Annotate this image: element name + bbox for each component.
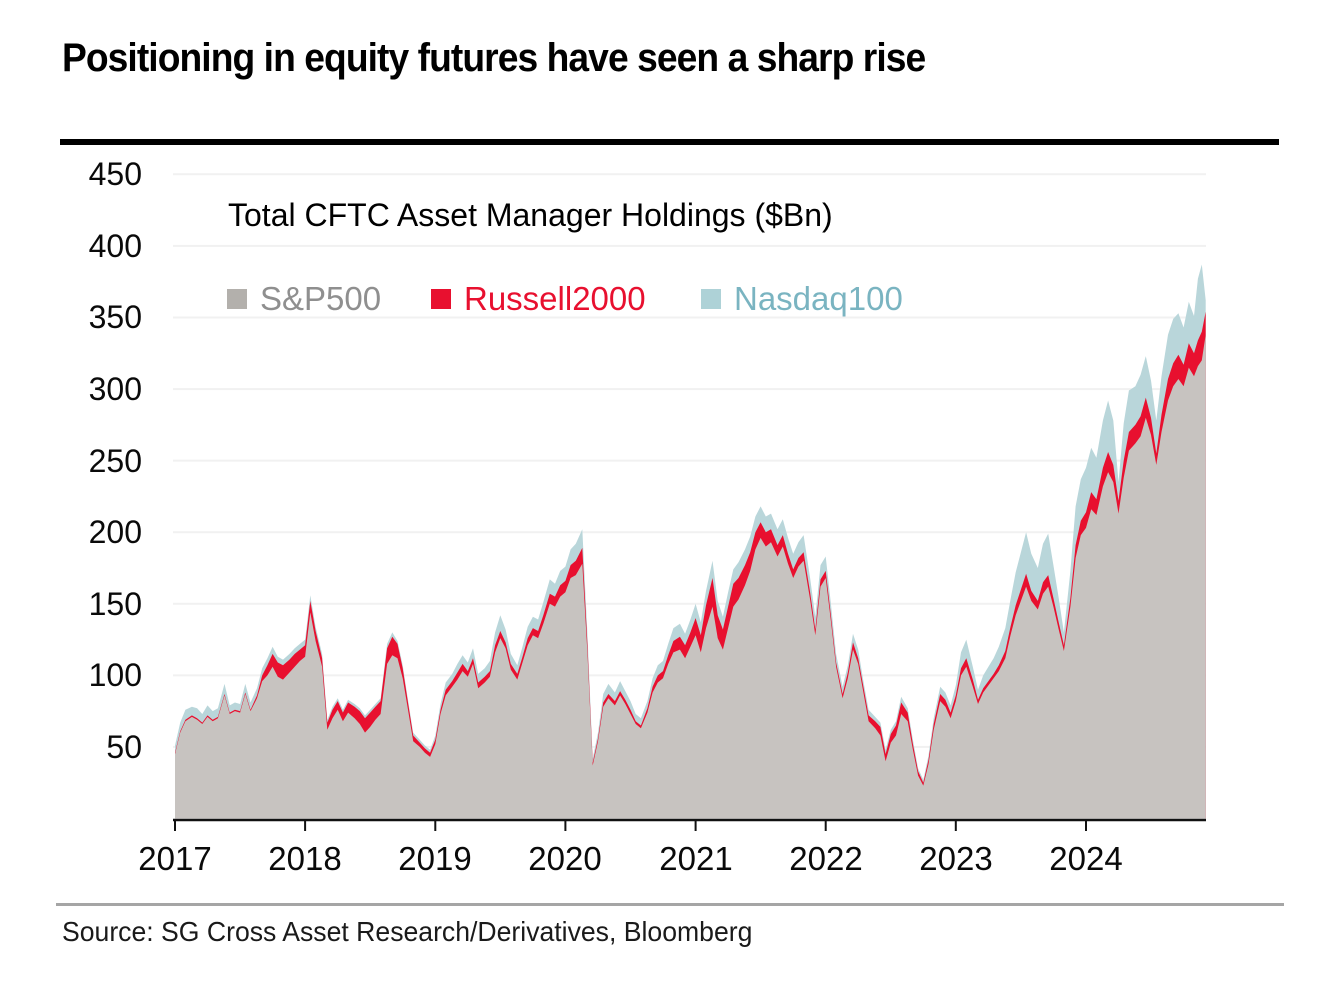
y-tick-label: 250: [88, 443, 142, 479]
y-tick-label: 300: [88, 371, 142, 407]
y-tick-label: 350: [88, 299, 142, 335]
legend-item-russell2000: Russell2000: [431, 280, 646, 318]
x-tick-label: 2017: [138, 840, 212, 877]
x-tick-label: 2023: [919, 840, 993, 877]
source-text: Source: SG Cross Asset Research/Derivati…: [62, 916, 753, 947]
y-tick-label: 100: [88, 657, 142, 693]
y-tick-label: 150: [88, 586, 142, 622]
sp500-swatch-icon: [227, 289, 247, 309]
y-tick-label: 400: [88, 228, 142, 264]
legend-label-sp500: S&P500: [260, 280, 382, 317]
x-tick-label: 2019: [398, 840, 472, 877]
russell2000-swatch-icon: [431, 289, 451, 309]
x-tick-label: 2018: [268, 840, 342, 877]
y-tick-label: 450: [88, 156, 142, 192]
x-tick-label: 2022: [789, 840, 863, 877]
nasdaq100-area: [175, 264, 1206, 819]
x-tick-label: 2021: [659, 840, 733, 877]
russell2000-area: [175, 311, 1206, 819]
x-tick-label: 2024: [1049, 840, 1123, 877]
legend-label-russell2000: Russell2000: [464, 280, 646, 317]
chart-subtitle: Total CFTC Asset Manager Holdings ($Bn): [228, 197, 833, 233]
legend-item-nasdaq100: Nasdaq100: [701, 280, 903, 318]
nasdaq100-swatch-icon: [701, 289, 721, 309]
legend-label-nasdaq100: Nasdaq100: [734, 280, 903, 317]
y-tick-label: 200: [88, 514, 142, 550]
x-tick-label: 2020: [528, 840, 602, 877]
legend-item-sp500: S&P500: [227, 280, 381, 318]
page-title: Positioning in equity futures have seen …: [62, 36, 926, 80]
y-tick-label: 50: [106, 729, 142, 765]
source-divider: [56, 903, 1284, 906]
sp500-area: [175, 334, 1206, 819]
title-divider: [60, 139, 1279, 145]
